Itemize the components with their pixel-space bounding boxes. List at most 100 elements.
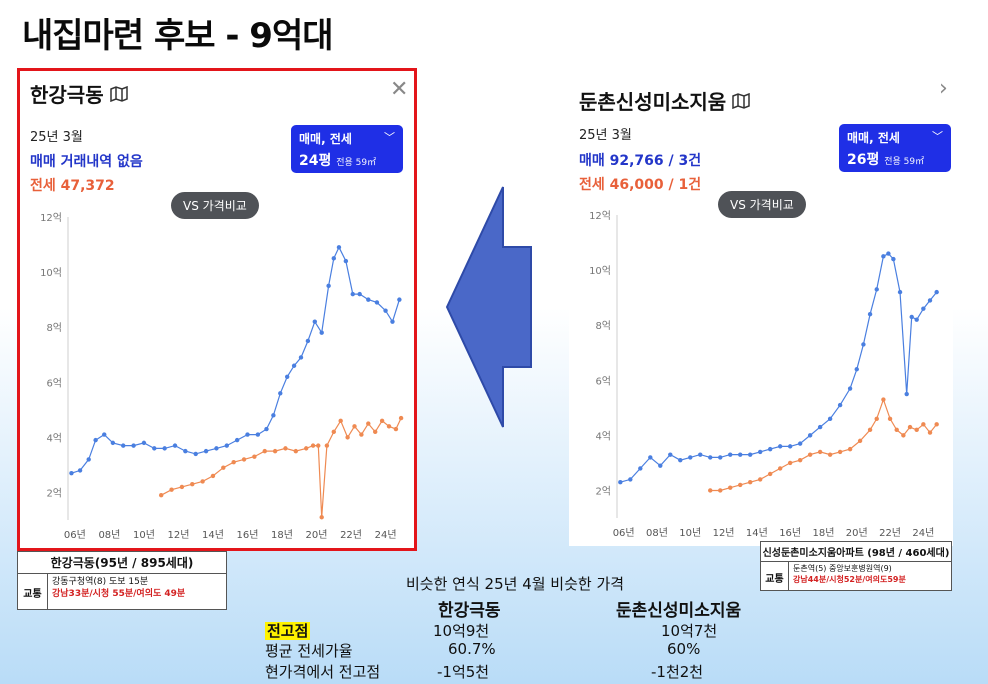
left-date: 25년 3월 <box>30 130 83 145</box>
close-icon[interactable]: › <box>939 76 948 101</box>
data-point <box>272 448 278 454</box>
data-point <box>854 367 859 372</box>
right-info-box: 신성둔촌미소지움아파트 (98년 / 460세대) 교통 둔촌역(5) 중앙보훈… <box>760 541 952 591</box>
data-point <box>343 258 349 264</box>
data-point <box>658 463 663 468</box>
data-point <box>264 426 269 432</box>
right-rent-info: 전세 46,000 / 1건 <box>579 177 702 193</box>
y-tick-label: 8억 <box>46 322 62 334</box>
data-point <box>847 386 853 391</box>
right-date: 25년 3월 <box>579 128 632 143</box>
data-point <box>141 440 147 446</box>
x-tick-label: 16년 <box>779 527 801 539</box>
data-point <box>909 314 914 320</box>
data-point <box>366 297 371 302</box>
chevron-down-icon: ﹀ <box>932 130 943 143</box>
series-line-매매 <box>71 245 400 474</box>
data-point <box>698 452 703 457</box>
summary-row-label: 평균 전세가율 <box>265 642 353 660</box>
data-point <box>807 433 813 438</box>
data-point <box>886 251 891 256</box>
x-tick-label: 06년 <box>64 529 86 541</box>
right-card-name: 둔촌신성미소지움 <box>579 90 727 114</box>
data-point <box>383 308 388 313</box>
data-point <box>874 416 879 422</box>
data-point <box>827 416 833 422</box>
data-point <box>326 283 331 289</box>
left-card-header: 한강극동 <box>30 79 128 108</box>
y-tick-label: 2억 <box>46 487 62 499</box>
data-point <box>357 291 362 297</box>
data-point <box>807 452 813 457</box>
data-point <box>324 443 330 448</box>
x-tick-label: 06년 <box>613 527 635 539</box>
data-point <box>310 443 316 448</box>
data-point <box>887 416 893 422</box>
left-info-line2: 강남33분/시청 55분/여의도 49분 <box>52 589 186 600</box>
right-trade-info: 매매 92,766 / 3건 <box>579 153 702 169</box>
left-info-title: 한강극동(95년 / 895세대) <box>18 552 226 574</box>
summary-row-v2: 10억7천 <box>661 622 718 640</box>
data-point <box>881 397 886 402</box>
left-card-name: 한강극동 <box>30 83 104 107</box>
data-point <box>305 338 311 344</box>
right-card-header: 둔촌신성미소지움 <box>579 86 750 115</box>
data-point <box>678 457 683 463</box>
data-point <box>787 444 793 449</box>
y-tick-label: 10억 <box>40 267 62 279</box>
data-point <box>708 488 713 493</box>
left-info-box: 한강극동(95년 / 895세대) 교통 강동구청역(8) 도보 15분 강남3… <box>17 551 227 610</box>
x-tick-label: 24년 <box>375 529 397 541</box>
y-tick-label: 12억 <box>40 212 62 224</box>
map-icon[interactable] <box>732 92 750 109</box>
data-point <box>747 452 753 457</box>
data-point <box>331 429 336 435</box>
vs-compare-button[interactable]: VS 가격비교 <box>171 192 259 219</box>
data-point <box>203 448 209 454</box>
data-point <box>904 391 909 397</box>
data-point <box>393 426 399 432</box>
data-point <box>847 446 853 452</box>
data-point <box>718 455 723 460</box>
data-point <box>169 487 174 492</box>
data-point <box>183 448 188 454</box>
summary-row-v2: -1천2천 <box>651 663 704 681</box>
data-point <box>152 446 157 451</box>
x-tick-label: 08년 <box>98 529 120 541</box>
data-point <box>350 291 355 297</box>
data-point <box>398 415 404 421</box>
summary-row-v1: 60.7% <box>448 640 496 658</box>
data-point <box>914 317 919 322</box>
summary-caption: 비슷한 연식 25년 4월 비슷한 가격 <box>406 575 625 593</box>
left-arrow-shape <box>445 186 532 428</box>
data-point <box>366 421 371 426</box>
size-main: 24평 <box>299 153 332 169</box>
data-point <box>837 402 843 408</box>
close-icon[interactable]: ✕ <box>390 77 409 102</box>
y-tick-label: 6억 <box>46 377 62 389</box>
type-selector-label: 매매, 전세 <box>299 132 352 146</box>
map-icon[interactable] <box>109 85 128 102</box>
data-point <box>283 446 288 451</box>
left-price-chart: 2억 4억 6억 8억 10억 12억 06년 08년 10년 12년 14년 16년 18년 20년 22… <box>40 212 404 541</box>
type-selector-label: 매매, 전세 <box>847 131 900 145</box>
data-point <box>284 374 290 379</box>
data-point <box>93 437 98 443</box>
x-tick-label: 14년 <box>746 527 768 539</box>
y-tick-label: 8억 <box>595 320 611 332</box>
data-point <box>901 433 906 438</box>
vs-compare-button[interactable]: VS 가격비교 <box>718 191 806 218</box>
data-point <box>767 446 773 452</box>
data-point <box>345 435 350 440</box>
data-point <box>934 422 939 427</box>
data-point <box>708 455 713 460</box>
data-point <box>787 460 793 466</box>
summary-col2-header: 둔촌신성미소지움 <box>616 601 742 621</box>
data-point <box>262 448 267 454</box>
x-tick-label: 18년 <box>812 527 834 539</box>
right-type-selector[interactable]: 매매, 전세 ﹀ 26평 전용 59㎡ <box>839 124 951 172</box>
series-line-전세 <box>160 417 402 518</box>
left-type-selector[interactable]: 매매, 전세 ﹀ 24평 전용 59㎡ <box>291 125 403 173</box>
data-point <box>255 432 261 437</box>
data-point <box>921 422 926 427</box>
